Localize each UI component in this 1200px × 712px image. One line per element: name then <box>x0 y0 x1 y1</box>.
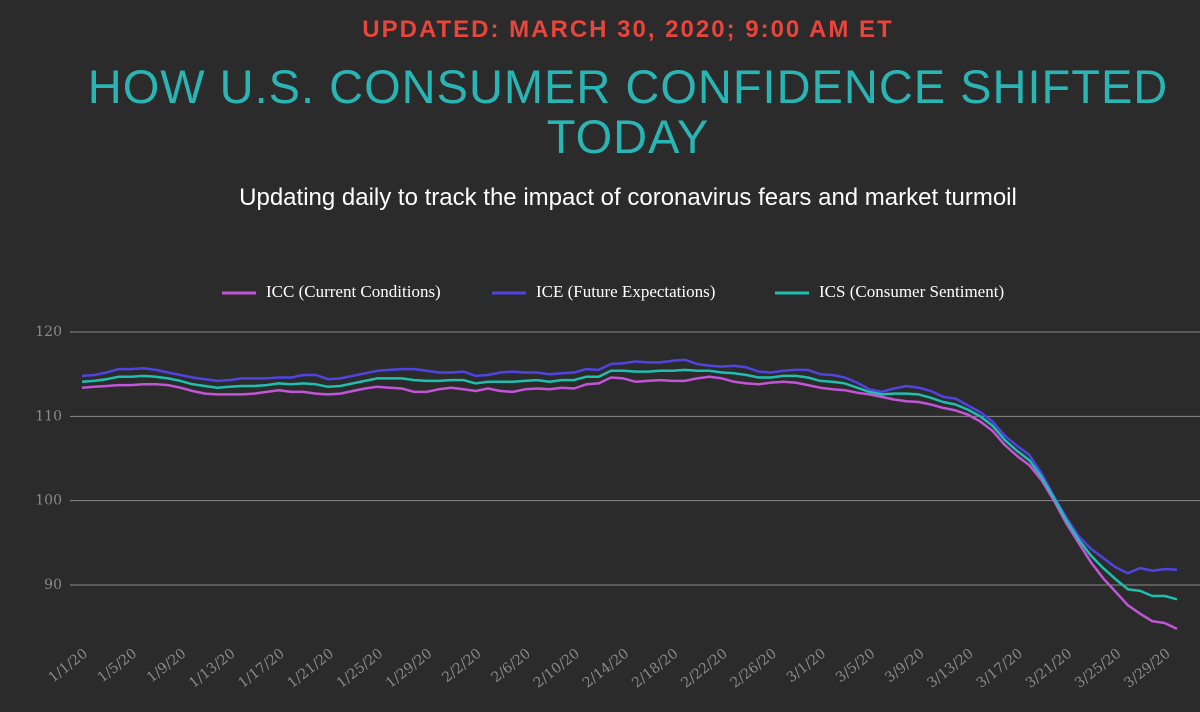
legend-label: ICC (Current Conditions) <box>266 282 441 301</box>
x-tick-label: 1/25/20 <box>334 646 386 692</box>
x-tick-label: 3/17/20 <box>974 646 1026 692</box>
x-tick-label: 3/9/20 <box>882 646 927 686</box>
x-tick-label: 2/18/20 <box>629 646 681 692</box>
x-tick-label: 2/22/20 <box>678 646 730 692</box>
x-tick-label: 3/29/20 <box>1121 646 1173 692</box>
legend-label: ICE (Future Expectations) <box>536 282 715 301</box>
chart-subtitle: Updating daily to track the impact of co… <box>239 184 1017 211</box>
x-tick-label: 2/14/20 <box>580 646 632 692</box>
x-tick-label: 3/21/20 <box>1023 646 1075 692</box>
x-tick-label: 2/6/20 <box>488 646 533 686</box>
x-tick-label: 3/13/20 <box>924 646 976 692</box>
x-tick-label: 3/25/20 <box>1072 646 1124 692</box>
x-tick-label: 1/21/20 <box>285 646 337 692</box>
y-tick-label: 110 <box>35 408 62 424</box>
x-tick-label: 2/2/20 <box>439 646 484 686</box>
x-tick-label: 1/5/20 <box>95 646 140 686</box>
x-tick-label: 2/26/20 <box>728 646 780 692</box>
x-tick-label: 1/1/20 <box>46 646 91 686</box>
legend-label: ICS (Consumer Sentiment) <box>819 282 1004 301</box>
x-tick-label: 3/5/20 <box>833 646 878 686</box>
x-tick-label: 1/13/20 <box>186 646 238 692</box>
y-tick-label: 90 <box>44 577 62 593</box>
chart-title: HOW U.S. CONSUMER CONFIDENCE SHIFTED TOD… <box>87 60 1169 163</box>
series-line <box>81 358 1178 575</box>
x-tick-label: 1/9/20 <box>144 646 189 686</box>
series-line <box>81 375 1178 631</box>
x-tick-label: 3/1/20 <box>784 646 829 686</box>
y-tick-label: 120 <box>35 324 62 340</box>
x-tick-label: 1/29/20 <box>383 646 435 692</box>
updated-banner: UPDATED: MARCH 30, 2020; 9:00 AM ET <box>362 16 894 43</box>
series-line <box>81 368 1178 601</box>
x-tick-label: 2/10/20 <box>531 646 583 692</box>
x-tick-label: 1/17/20 <box>235 646 287 692</box>
y-tick-label: 100 <box>35 493 62 509</box>
